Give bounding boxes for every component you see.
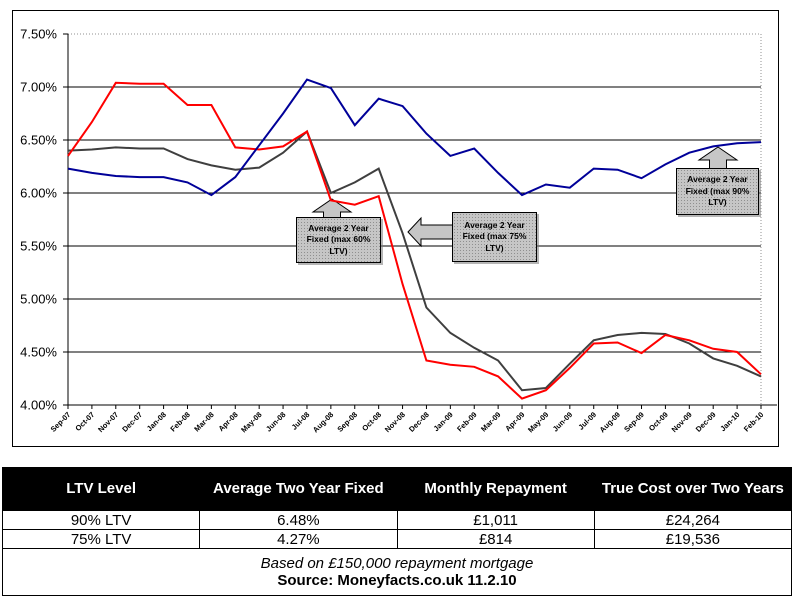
annotation-90ltv-label: Average 2 Year Fixed (max 90% LTV) bbox=[685, 174, 750, 208]
x-axis-label: Apr-09 bbox=[503, 410, 526, 433]
table-footer-row: Based on £150,000 repayment mortgage Sou… bbox=[2, 548, 792, 596]
x-axis-label: Jul-08 bbox=[290, 410, 312, 432]
x-axis-label: Feb-09 bbox=[455, 410, 478, 433]
x-axis-label: Mar-09 bbox=[479, 410, 502, 433]
annotation-60ltv-label: Average 2 Year Fixed (max 60% LTV) bbox=[306, 222, 371, 256]
x-axis-label: Nov-08 bbox=[383, 410, 407, 434]
table-cell: £1,011 bbox=[396, 510, 595, 530]
x-axis-label: Oct-07 bbox=[73, 410, 96, 433]
annotation-75ltv-label: Average 2 Year Fixed (max 75% LTV) bbox=[462, 219, 527, 253]
y-axis-label: 4.00% bbox=[20, 398, 57, 413]
x-axis-label: Sep-09 bbox=[622, 410, 646, 434]
x-axis-label: Jan-10 bbox=[718, 410, 741, 433]
x-axis-label: Dec-09 bbox=[694, 410, 718, 434]
table-cell: £24,264 bbox=[593, 510, 793, 530]
annotation-90ltv: Average 2 Year Fixed (max 90% LTV) bbox=[676, 168, 759, 215]
table-cell: 6.48% bbox=[199, 510, 398, 530]
x-axis-label: Jan-08 bbox=[145, 410, 168, 433]
table-cell: 90% LTV bbox=[1, 510, 201, 530]
y-axis-label: 6.50% bbox=[20, 133, 57, 148]
y-axis-label: 5.50% bbox=[20, 239, 57, 254]
table-cell: 4.27% bbox=[199, 529, 398, 549]
x-axis-label: Dec-07 bbox=[120, 410, 144, 434]
series-line-290ltv bbox=[67, 78, 762, 197]
col-header-average-two-year-fixed: Average Two Year Fixed bbox=[199, 467, 398, 511]
x-axis-label: Sep-08 bbox=[335, 410, 359, 434]
x-axis-label: Nov-09 bbox=[670, 410, 694, 434]
x-axis-label: Jun-08 bbox=[264, 410, 287, 433]
y-axis-label: 6.00% bbox=[20, 186, 57, 201]
x-axis-label: Oct-08 bbox=[360, 410, 383, 433]
y-axis-label: 4.50% bbox=[20, 345, 57, 360]
x-axis-label: Feb-08 bbox=[168, 410, 191, 433]
block-arrow-left-icon bbox=[407, 216, 456, 248]
table-cell: 75% LTV bbox=[1, 529, 201, 549]
table-footer-cell: Based on £150,000 repayment mortgage Sou… bbox=[2, 548, 792, 596]
x-axis-label: May-08 bbox=[239, 410, 263, 434]
x-axis-label: Aug-08 bbox=[311, 410, 335, 434]
x-axis-label: Aug-09 bbox=[598, 410, 622, 434]
series-line-260ltv bbox=[67, 81, 762, 400]
x-axis-label: Oct-09 bbox=[647, 410, 670, 433]
line-chart: 4.00% 4.50% 5.00% 5.50% 6.00% 6.50% 7.00% 7.50%… bbox=[20, 27, 777, 434]
col-header-true-cost: True Cost over Two Years bbox=[593, 467, 793, 511]
y-axis-label: 5.00% bbox=[20, 292, 57, 307]
y-axis-label: 7.00% bbox=[20, 80, 57, 95]
table-row: 90% LTV 6.48% £1,011 £24,264 bbox=[1, 510, 793, 530]
table-cell: £814 bbox=[396, 529, 595, 549]
x-axis-label: Mar-08 bbox=[192, 410, 215, 433]
x-axis-label: Jun-09 bbox=[551, 410, 574, 433]
x-axis-label: Jan-09 bbox=[432, 410, 455, 433]
x-axis-label: Dec-08 bbox=[407, 410, 431, 434]
x-axis-label: Apr-08 bbox=[217, 410, 240, 433]
x-axis-label: Sep-07 bbox=[49, 410, 73, 434]
table-source: Source: Moneyfacts.co.uk 11.2.10 bbox=[277, 572, 517, 589]
x-axis-label: May-09 bbox=[526, 410, 550, 434]
series-line-275ltv bbox=[67, 129, 762, 392]
y-axis-label: 7.50% bbox=[20, 27, 57, 42]
col-header-monthly-repayment: Monthly Repayment bbox=[396, 467, 595, 511]
x-axis-label: Feb-10 bbox=[742, 410, 765, 433]
ltv-comparison-table: LTV Level Average Two Year Fixed Monthly… bbox=[1, 467, 793, 596]
table-cell: £19,536 bbox=[593, 529, 793, 549]
table-row: 75% LTV 4.27% £814 £19,536 bbox=[1, 529, 793, 549]
annotation-60ltv: Average 2 Year Fixed (max 60% LTV) bbox=[296, 217, 381, 263]
x-axis-label: Nov-07 bbox=[96, 410, 120, 434]
col-header-ltv-level: LTV Level bbox=[1, 467, 201, 511]
table-footnote: Based on £150,000 repayment mortgage bbox=[260, 555, 534, 572]
annotation-75ltv: Average 2 Year Fixed (max 75% LTV) bbox=[452, 212, 537, 262]
table-header-row: LTV Level Average Two Year Fixed Monthly… bbox=[1, 467, 793, 511]
chart-area: 4.00% 4.50% 5.00% 5.50% 6.00% 6.50% 7.00% 7.50%… bbox=[12, 10, 779, 447]
x-axis-label: Jul-09 bbox=[576, 410, 598, 432]
